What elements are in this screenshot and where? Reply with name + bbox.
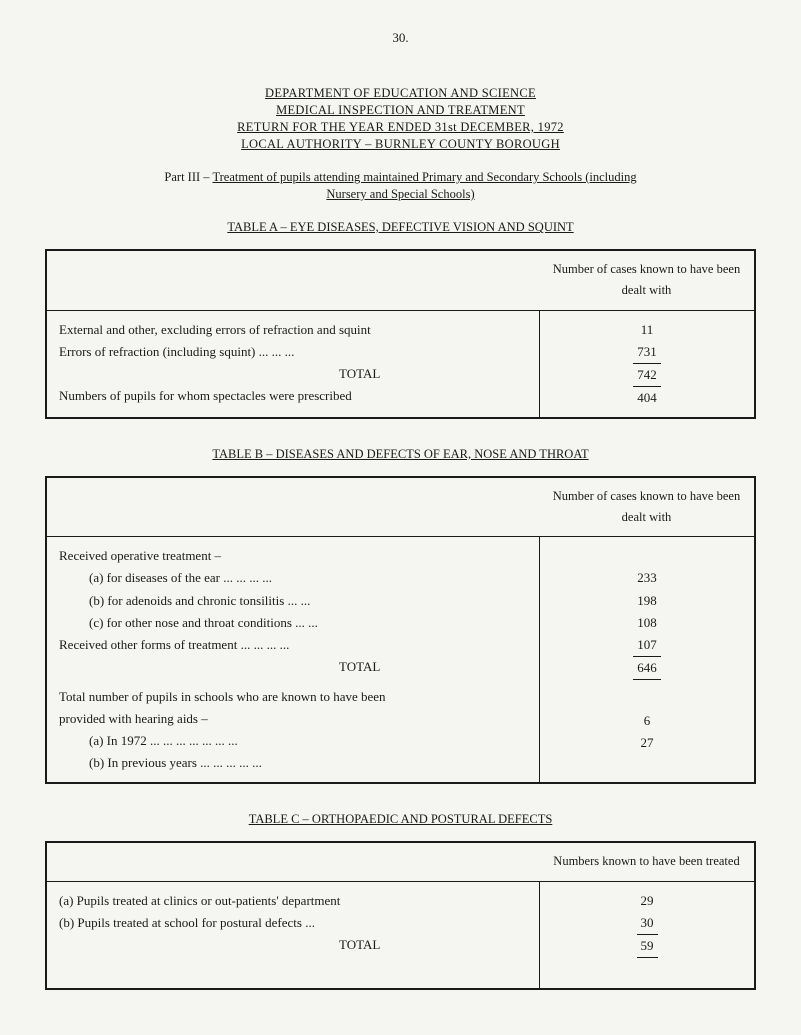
table-c-row-b: (b) Pupils treated at school for postura… [59, 912, 527, 934]
table-b-row2-b: (b) In previous years ... ... ... ... ..… [59, 752, 527, 774]
table-b-recv-op: Received operative treatment – [59, 545, 527, 567]
table-b-val-total: 646 [552, 657, 742, 680]
table-b-para2: Total number of pupils in schools who ar… [59, 686, 389, 730]
table-b-body-right: 233 198 108 107 646 6 27 [539, 537, 754, 782]
table-c-row-a: (a) Pupils treated at clinics or out-pat… [59, 890, 527, 912]
table-a-row-4-value: 404 [552, 387, 742, 409]
table-c-heading: TABLE C – ORTHOPAEDIC AND POSTURAL DEFEC… [45, 812, 756, 827]
part-prefix: Part III – [164, 170, 212, 184]
table-b: Number of cases known to have been dealt… [45, 476, 756, 784]
part-underline-1: Treatment of pupils attending maintained… [212, 170, 636, 184]
table-a-body-left: External and other, excluding errors of … [47, 311, 539, 417]
table-b-row2-a: (a) In 1972 ... ... ... ... ... ... ... [59, 730, 527, 752]
table-c-val-total: 59 [552, 935, 742, 958]
table-a-heading: TABLE A – EYE DISEASES, DEFECTIVE VISION… [45, 220, 756, 235]
part-line-2: Nursery and Special Schools) [45, 187, 756, 202]
table-b-body-left: Received operative treatment – (a) for d… [47, 537, 539, 782]
part-underline-2: Nursery and Special Schools) [326, 187, 474, 201]
title-block: DEPARTMENT OF EDUCATION AND SCIENCE MEDI… [45, 86, 756, 152]
title-line-2: MEDICAL INSPECTION AND TREATMENT [45, 103, 756, 118]
table-a: Number of cases known to have been dealt… [45, 249, 756, 419]
table-b-row1-c: (c) for other nose and throat conditions… [59, 612, 527, 634]
table-c-body-left: (a) Pupils treated at clinics or out-pat… [47, 882, 539, 988]
table-a-row-2-label: Errors of refraction (including squint) … [59, 341, 527, 363]
table-b-heading: TABLE B – DISEASES AND DEFECTS OF EAR, N… [45, 447, 756, 462]
table-a-row-3-value: 742 [552, 364, 742, 387]
table-c-total-label: TOTAL [59, 934, 527, 956]
table-b-row1-a: (a) for diseases of the ear ... ... ... … [59, 567, 527, 589]
table-b-recv-other-label: Received other forms of treatment ... ..… [59, 634, 527, 656]
table-c: Numbers known to have been treated (a) P… [45, 841, 756, 990]
table-a-row-1-label: External and other, excluding errors of … [59, 319, 527, 341]
title-line-3: RETURN FOR THE YEAR ENDED 31st DECEMBER,… [45, 120, 756, 135]
title-line-4: LOCAL AUTHORITY – BURNLEY COUNTY BOROUGH [45, 137, 756, 152]
table-b-val-2b: 27 [552, 732, 742, 754]
page-number: 30. [45, 30, 756, 46]
title-line-1: DEPARTMENT OF EDUCATION AND SCIENCE [45, 86, 756, 101]
table-b-val-2a: 6 [552, 710, 742, 732]
table-c-right-header: Numbers known to have been treated [539, 843, 754, 880]
table-b-total-label: TOTAL [59, 656, 527, 678]
table-b-val-other: 107 [552, 634, 742, 657]
table-b-val-1b: 198 [552, 590, 742, 612]
table-a-left-header [47, 251, 539, 310]
part-line-1: Part III – Treatment of pupils attending… [45, 170, 756, 185]
table-a-row-1-value: 11 [552, 319, 742, 341]
table-c-body-right: 29 30 59 [539, 882, 754, 988]
table-b-row1-b: (b) for adenoids and chronic tonsilitis … [59, 590, 527, 612]
table-a-body-right: 11 731 742 404 [539, 311, 754, 417]
table-c-left-header [47, 843, 539, 880]
table-b-right-header: Number of cases known to have been dealt… [539, 478, 754, 537]
table-b-left-header [47, 478, 539, 537]
table-a-total-label: TOTAL [59, 363, 527, 385]
table-c-val-b: 30 [552, 912, 742, 935]
table-b-val-1a: 233 [552, 567, 742, 589]
table-c-val-a: 29 [552, 890, 742, 912]
table-a-right-header: Number of cases known to have been dealt… [539, 251, 754, 310]
table-b-val-1c: 108 [552, 612, 742, 634]
table-a-row-4-label: Numbers of pupils for whom spectacles we… [59, 385, 527, 407]
table-a-row-2-value: 731 [552, 341, 742, 364]
